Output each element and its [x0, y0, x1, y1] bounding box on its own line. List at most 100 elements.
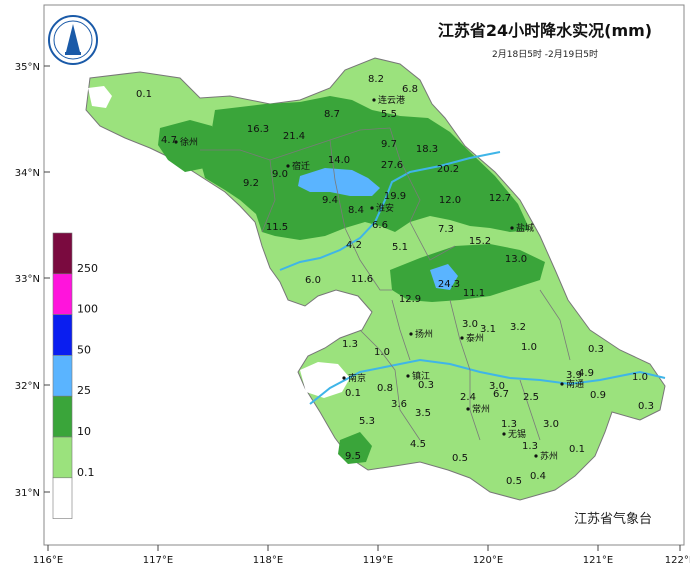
longitude-label: 118°E — [253, 555, 283, 566]
no-rain-northwest — [88, 86, 112, 108]
rainfall-value: 27.6 — [381, 160, 403, 171]
legend-swatch — [52, 477, 73, 519]
rainfall-value: 8.7 — [324, 109, 340, 120]
city-dot — [534, 454, 538, 458]
latitude-label: 35°N — [15, 62, 40, 73]
rainfall-value: 6.6 — [372, 220, 388, 231]
city-dot — [372, 98, 376, 102]
rainfall-value: 0.3 — [418, 380, 434, 391]
rainfall-value: 0.1 — [136, 89, 152, 100]
rainfall-value: 5.1 — [392, 242, 408, 253]
rainfall-value: 16.3 — [247, 124, 269, 135]
longitude-label: 120°E — [473, 555, 503, 566]
rainfall-value: 5.3 — [359, 416, 375, 427]
latitude-labels: 35°N 34°N 33°N 32°N 31°N — [15, 62, 50, 499]
rainfall-value: 1.3 — [522, 441, 538, 452]
rainfall-value: 18.3 — [416, 144, 438, 155]
city-dot — [560, 382, 564, 386]
rainfall-value: 1.0 — [521, 342, 537, 353]
latitude-label: 34°N — [15, 168, 40, 179]
rainfall-value: 3.1 — [480, 324, 496, 335]
longitude-label: 119°E — [363, 555, 393, 566]
agency-label: 江苏省气象台 — [574, 511, 652, 527]
city-label: 镇江 — [412, 370, 430, 382]
rainfall-value: 0.5 — [506, 476, 522, 487]
rainfall-value: 4.5 — [410, 439, 426, 450]
city-dot — [342, 376, 346, 380]
rainfall-value: 12.0 — [439, 195, 461, 206]
rainfall-values: 0.1 4.7 16.3 21.4 8.7 8.2 6.8 5.5 9.0 9.2 14.0 9.7 2… — [136, 74, 654, 487]
rainfall-value: 6.7 — [493, 389, 509, 400]
rainfall-value: 11.5 — [266, 222, 288, 233]
rainfall-value: 19.9 — [384, 191, 406, 202]
rainfall-value: 3.2 — [510, 322, 526, 333]
rainfall-value: 9.2 — [243, 178, 259, 189]
rainfall-value: 12.9 — [399, 294, 421, 305]
rainfall-value: 3.5 — [415, 408, 431, 419]
city-label: 泰州 — [466, 332, 484, 344]
rainfall-value: 3.0 — [543, 419, 559, 430]
no-rain-nanjing — [300, 362, 350, 398]
city-dot — [406, 374, 410, 378]
legend-swatch — [52, 355, 73, 397]
rainfall-value: 0.5 — [452, 453, 468, 464]
rainfall-value: 1.3 — [342, 339, 358, 350]
rainfall-value: 3.0 — [462, 319, 478, 330]
longitude-labels: 116°E 117°E 118°E 119°E 120°E 121°E 122°E — [33, 545, 690, 566]
rainfall-value: 4.7 — [161, 135, 177, 146]
rainfall-value: 24.3 — [438, 279, 460, 290]
city-label: 苏州 — [540, 450, 558, 462]
rainfall-value: 4.2 — [346, 240, 362, 251]
color-legend: 250 100 50 25 10 0.1 — [52, 232, 98, 519]
yangtze-river — [309, 358, 666, 405]
legend-swatch — [52, 436, 73, 479]
longitude-label: 117°E — [143, 555, 173, 566]
rainfall-value: 9.4 — [322, 195, 338, 206]
rainfall-value: 21.4 — [283, 131, 305, 142]
legend-swatch — [52, 273, 73, 315]
city-label: 扬州 — [415, 328, 433, 340]
city-label: 淮安 — [376, 202, 394, 214]
city-dot — [409, 332, 413, 336]
rainfall-value: 1.0 — [374, 347, 390, 358]
rainfall-value: 8.4 — [348, 205, 364, 216]
rainfall-value: 6.0 — [305, 275, 321, 286]
longitude-label: 122°E — [665, 555, 690, 566]
rainfall-value: 7.3 — [438, 224, 454, 235]
map-title: 江苏省24小时降水实况(mm) — [438, 21, 652, 40]
city-dot — [510, 226, 514, 230]
rainfall-value: 9.0 — [272, 169, 288, 180]
map-subtitle: 2月18日5时 -2月19日5时 — [492, 48, 598, 60]
rainfall-value: 14.0 — [328, 155, 350, 166]
rainfall-value: 2.4 — [460, 392, 476, 403]
legend-swatch — [52, 395, 73, 438]
rainfall-value: 1.3 — [501, 419, 517, 430]
rainfall-value: 11.6 — [351, 274, 373, 285]
latitude-label: 32°N — [15, 381, 40, 392]
rainfall-value: 0.3 — [588, 344, 604, 355]
legend-label: 50 — [77, 343, 91, 356]
rainfall-value: 15.2 — [469, 236, 491, 247]
city-label: 盐城 — [516, 222, 534, 234]
rainfall-value: 0.9 — [590, 390, 606, 401]
rainfall-value: 0.1 — [345, 388, 361, 399]
rainfall-value: 12.7 — [489, 193, 511, 204]
legend-label: 100 — [77, 303, 98, 316]
city-label: 连云港 — [378, 94, 405, 106]
city-label: 徐州 — [180, 136, 198, 148]
city-label: 南京 — [348, 372, 366, 384]
rain-10-25-central — [390, 244, 545, 302]
rainfall-value: 5.5 — [381, 109, 397, 120]
rainfall-value: 3.0 — [489, 381, 505, 392]
rainfall-value: 4.9 — [578, 368, 594, 379]
rainfall-value: 9.5 — [345, 451, 361, 462]
rainfall-value: 9.7 — [381, 139, 397, 150]
rain-10-25-north — [200, 96, 530, 240]
city-label: 南通 — [566, 378, 584, 390]
rainfall-value: 13.0 — [505, 254, 527, 265]
rain-10-25-northwest — [158, 120, 218, 172]
rainfall-value: 0.1 — [569, 444, 585, 455]
city-dot — [460, 336, 464, 340]
